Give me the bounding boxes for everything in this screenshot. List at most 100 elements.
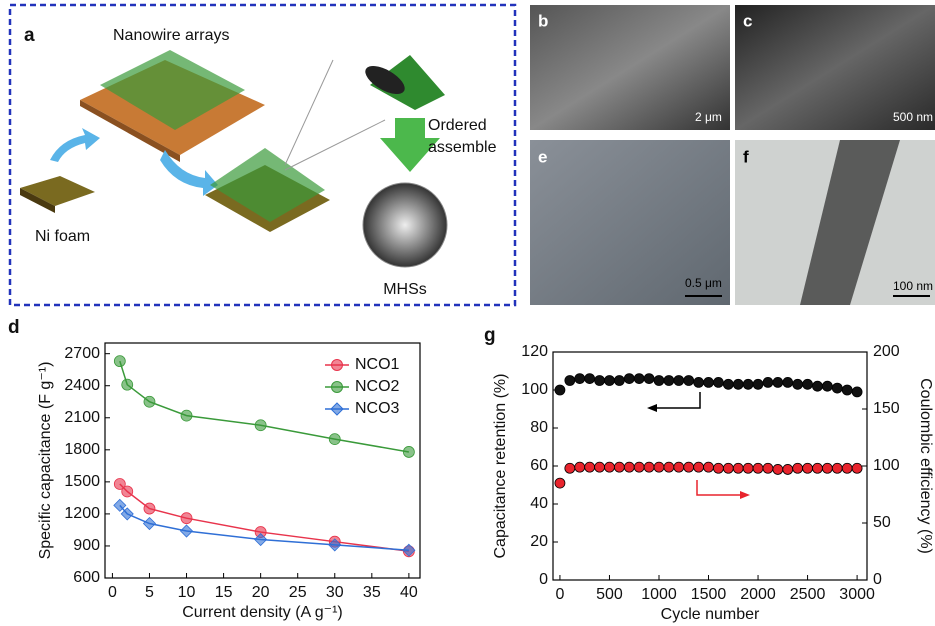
marker — [144, 503, 155, 514]
marker — [723, 463, 733, 473]
y2-tick-label: 50 — [873, 514, 891, 531]
marker — [793, 379, 803, 389]
label: MHSs — [383, 281, 427, 298]
y-tick-label: 40 — [530, 495, 548, 512]
x-tick-label: 20 — [252, 584, 270, 601]
label: assemble — [428, 139, 497, 156]
x-tick-label: 35 — [363, 584, 381, 601]
marker — [664, 376, 674, 386]
marker — [704, 377, 714, 387]
arrowhead — [647, 404, 657, 412]
arrow — [50, 128, 100, 162]
marker — [753, 463, 763, 473]
panel-label: a — [24, 25, 35, 46]
marker — [812, 381, 822, 391]
marker — [634, 462, 644, 472]
scale-bar-label: 0.5 μm — [685, 276, 722, 290]
marker — [763, 463, 773, 473]
marker — [555, 478, 565, 488]
y2-axis-label: Coulombic efficiency (%) — [917, 378, 934, 554]
x-tick-label: 30 — [326, 584, 344, 601]
marker — [684, 462, 694, 472]
marker — [733, 463, 743, 473]
ni-foam — [20, 176, 95, 206]
y-tick-label: 1800 — [64, 441, 100, 458]
panel-label: c — [743, 11, 752, 30]
y-tick-label: 1500 — [64, 473, 100, 490]
panel-label: d — [8, 317, 20, 338]
marker — [783, 377, 793, 387]
marker — [181, 525, 193, 537]
y-tick-label: 600 — [73, 569, 100, 586]
marker — [181, 410, 192, 421]
marker — [634, 374, 644, 384]
marker — [803, 379, 813, 389]
x-tick-label: 25 — [289, 584, 307, 601]
y-tick-label: 900 — [73, 537, 100, 554]
x-tick-label: 15 — [215, 584, 233, 601]
marker — [773, 377, 783, 387]
marker — [595, 376, 605, 386]
arrow — [160, 150, 218, 196]
y-tick-label: 2700 — [64, 345, 100, 362]
marker — [694, 462, 704, 472]
legend-marker — [332, 382, 343, 393]
figure: a Nanowire arrays Ni foam Ordered assemb… — [0, 0, 935, 626]
x-tick-label: 40 — [400, 584, 418, 601]
marker — [255, 420, 266, 431]
marker — [595, 462, 605, 472]
marker — [783, 464, 793, 474]
marker — [842, 463, 852, 473]
marker — [565, 463, 575, 473]
y-tick-label: 2400 — [64, 377, 100, 394]
marker — [329, 434, 340, 445]
marker — [832, 383, 842, 393]
marker — [743, 379, 753, 389]
scale-bar-label: 100 nm — [893, 279, 933, 293]
x-tick-label: 1000 — [641, 586, 677, 603]
marker — [822, 381, 832, 391]
y-axis-label: Capacitance retention (%) — [492, 374, 509, 559]
marker — [604, 376, 614, 386]
x-axis-label: Cycle number — [661, 606, 760, 623]
y-tick-label: 20 — [530, 533, 548, 550]
marker — [793, 463, 803, 473]
marker — [803, 463, 813, 473]
x-tick-label: 1500 — [691, 586, 727, 603]
marker — [122, 486, 133, 497]
x-tick-label: 2500 — [790, 586, 826, 603]
y-axis-label: Specific capacitance (F g⁻¹) — [37, 362, 54, 560]
y-tick-label: 60 — [530, 457, 548, 474]
marker — [144, 396, 155, 407]
y-tick-label: 1200 — [64, 505, 100, 522]
pointer — [285, 120, 385, 170]
x-tick-label: 5 — [145, 584, 154, 601]
panel-label: g — [484, 325, 496, 346]
marker — [812, 463, 822, 473]
marker — [575, 374, 585, 384]
legend-marker — [332, 360, 343, 371]
axis-arrow — [697, 480, 742, 495]
legend-label: NCO3 — [355, 400, 400, 417]
marker — [713, 463, 723, 473]
marker — [852, 387, 862, 397]
scale-bar-label: 500 nm — [893, 110, 933, 124]
marker — [555, 385, 565, 395]
marker — [733, 379, 743, 389]
x-tick-label: 500 — [596, 586, 623, 603]
marker — [624, 462, 634, 472]
y-tick-label: 100 — [521, 381, 548, 398]
panel-label: b — [538, 11, 548, 30]
marker — [624, 374, 634, 384]
y2-tick-label: 100 — [873, 457, 900, 474]
y2-tick-label: 200 — [873, 343, 900, 360]
label: Ni foam — [35, 228, 90, 245]
x-tick-label: 3000 — [839, 586, 875, 603]
marker — [654, 462, 664, 472]
legend-marker — [331, 403, 343, 415]
marker — [723, 379, 733, 389]
label: Nanowire arrays — [113, 27, 229, 44]
marker — [822, 463, 832, 473]
marker — [674, 376, 684, 386]
arrowhead — [740, 491, 750, 499]
